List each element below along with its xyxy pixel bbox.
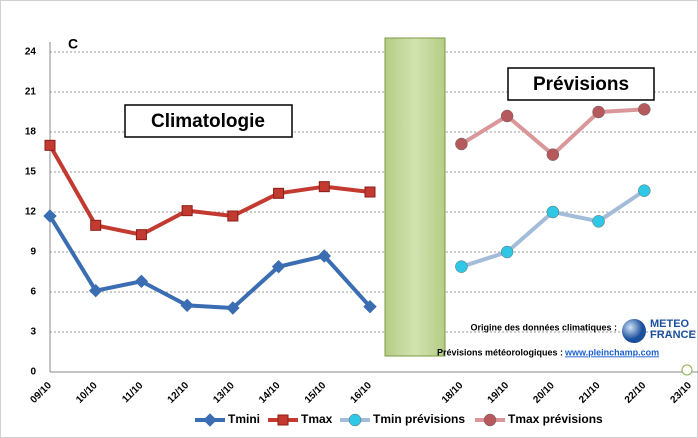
point xyxy=(592,215,605,228)
point xyxy=(500,245,514,259)
legend-label: Tmax prévisions xyxy=(508,412,603,426)
point xyxy=(89,283,103,298)
logo-text: FRANCE xyxy=(650,329,696,341)
point xyxy=(271,259,286,274)
y-tick-label: 12 xyxy=(25,207,37,218)
y-tick-label: 6 xyxy=(30,287,36,298)
y-tick-label: 24 xyxy=(25,47,37,58)
source: Prévisions météorologiques : xyxy=(437,347,563,357)
legend-marker xyxy=(277,414,289,426)
point xyxy=(546,148,560,161)
y-tick-label: 0 xyxy=(30,367,36,378)
label: Climatologie xyxy=(151,111,265,132)
point xyxy=(180,298,194,313)
logo xyxy=(622,319,646,343)
point xyxy=(318,181,330,193)
icon xyxy=(681,364,693,376)
point xyxy=(44,139,56,151)
plot xyxy=(43,103,651,315)
series-line xyxy=(48,144,371,237)
y-tick-label: 9 xyxy=(30,247,36,258)
y-tick-label: 21 xyxy=(25,87,37,98)
y-tick-label: 3 xyxy=(30,327,36,338)
point xyxy=(364,186,376,198)
point xyxy=(363,299,377,314)
legend-label: Tmax xyxy=(301,412,333,426)
point xyxy=(135,229,147,241)
point xyxy=(638,184,651,197)
point xyxy=(273,187,285,199)
legend-marker xyxy=(483,413,497,427)
point xyxy=(455,137,468,151)
y-unit: C xyxy=(68,36,78,52)
point xyxy=(592,105,605,119)
point xyxy=(227,210,239,222)
legend: Tmini Tmax Tmin prévisions Tmax prévisions xyxy=(195,412,603,427)
point xyxy=(638,103,651,116)
source: Origine des données climatiques : xyxy=(470,322,617,332)
y-tick-label: 18 xyxy=(25,127,37,138)
legend-label: Tmin prévisions xyxy=(373,412,465,426)
legend-marker xyxy=(203,413,217,427)
point xyxy=(317,249,331,263)
label-box xyxy=(124,104,293,138)
y-tick-label: 15 xyxy=(25,167,37,178)
link[interactable]: www.pleinchamp.com xyxy=(564,347,659,357)
point xyxy=(43,209,57,223)
series-line xyxy=(48,214,372,310)
point xyxy=(455,260,468,273)
point xyxy=(226,301,240,315)
legend-marker xyxy=(348,413,362,427)
logo-text: METEO xyxy=(650,318,690,330)
legend-label: Tmini xyxy=(228,412,260,426)
point xyxy=(181,205,193,217)
separator xyxy=(384,37,446,357)
label: Prévisions xyxy=(533,74,629,95)
label-box xyxy=(507,67,655,101)
point xyxy=(90,219,102,231)
point xyxy=(546,205,560,219)
point xyxy=(500,109,514,123)
point xyxy=(134,274,149,289)
